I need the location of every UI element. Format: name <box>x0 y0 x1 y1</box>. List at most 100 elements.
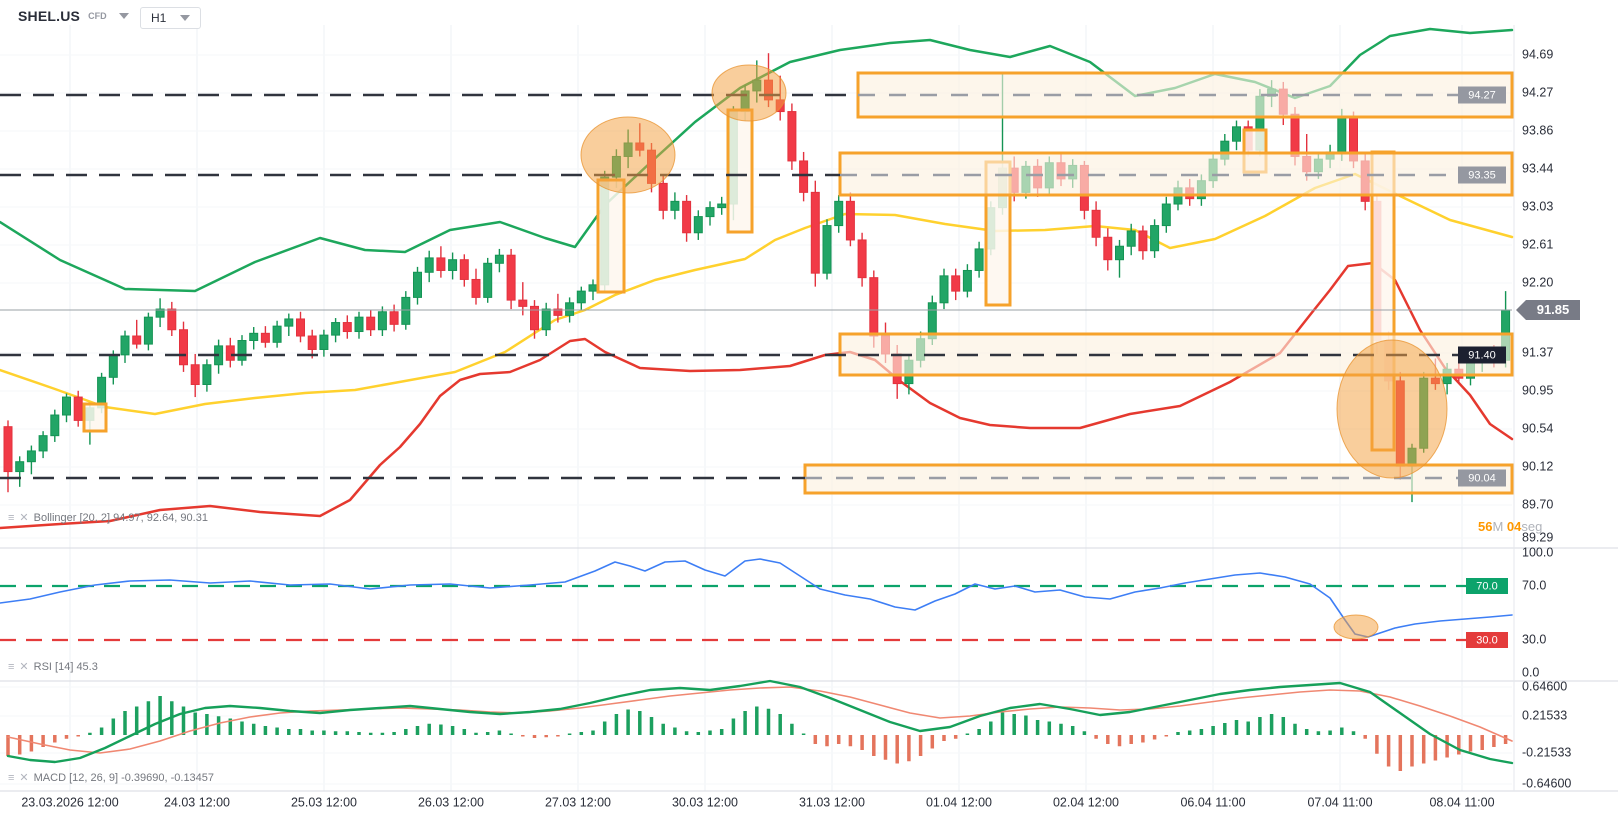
macd-histogram-bar <box>1492 735 1496 747</box>
symbol-selector[interactable]: SHEL.US CFD <box>18 8 129 24</box>
highlight-ellipse <box>580 116 676 194</box>
macd-histogram-bar <box>1269 714 1274 735</box>
annotation-box <box>596 178 626 294</box>
indicator-close-icon[interactable]: ✕ <box>19 661 29 673</box>
macd-histogram-bar <box>1293 723 1297 735</box>
macd-histogram-bar <box>872 735 876 756</box>
candle <box>143 316 153 345</box>
macd-histogram-bar <box>205 714 209 735</box>
candle <box>1161 203 1171 227</box>
axis-label: 93.35 <box>1468 169 1496 181</box>
candle <box>237 340 247 361</box>
candle <box>401 296 411 325</box>
macd-histogram-bar <box>345 731 350 735</box>
macd-histogram-bar <box>1480 735 1484 750</box>
macd-histogram-bar <box>1445 735 1449 758</box>
macd-histogram-bar <box>298 729 303 735</box>
macd-histogram-bar <box>415 726 420 735</box>
macd-histogram-bar <box>1082 731 1087 735</box>
timeframe-dropdown[interactable]: H1 <box>140 7 202 29</box>
bollinger-lower-band <box>0 261 1514 530</box>
macd-histogram-bar <box>977 729 981 735</box>
candle <box>541 308 551 331</box>
axis-label: 93.03 <box>1522 199 1553 213</box>
candle <box>483 262 493 298</box>
macd-histogram-bar <box>848 735 853 747</box>
candle <box>845 200 855 241</box>
macd-histogram-bar <box>544 735 548 738</box>
macd-histogram-bar <box>1281 717 1286 735</box>
macd-histogram-bar <box>907 735 911 762</box>
macd-histogram-bar <box>1035 720 1040 735</box>
candle <box>26 450 36 463</box>
rsi-line <box>0 558 1513 638</box>
macd-signal-line <box>7 686 1513 754</box>
axis-label: 94.69 <box>1522 47 1553 61</box>
candle <box>1337 115 1347 153</box>
macd-histogram-bar <box>1340 727 1344 735</box>
axis-label: 91.40 <box>1468 349 1496 361</box>
candle <box>857 239 867 279</box>
macd-histogram-bar <box>380 732 385 735</box>
candle <box>132 335 142 345</box>
axis-label: 100.0 <box>1522 545 1553 559</box>
macd-histogram-bar <box>895 735 899 764</box>
macd-histogram-bar <box>1316 731 1321 735</box>
macd-histogram-bar <box>64 735 69 739</box>
candle <box>155 308 165 318</box>
candle <box>494 254 504 264</box>
macd-histogram-bar <box>684 731 689 735</box>
macd-histogram-bar <box>942 735 946 741</box>
indicator-close-icon[interactable]: ✕ <box>19 772 29 784</box>
macd-histogram-bar <box>602 721 607 735</box>
axis-label: 07.04 11:00 <box>1307 795 1372 809</box>
macd-histogram-bar <box>567 733 572 735</box>
candle <box>342 322 352 333</box>
axis-label: 93.44 <box>1522 161 1553 175</box>
indicator-close-icon[interactable]: ✕ <box>19 512 29 524</box>
macd-histogram-bar <box>1375 735 1379 754</box>
macd-histogram-bar <box>579 732 584 735</box>
macd-histogram-bar <box>532 735 537 738</box>
macd-histogram-bar <box>860 735 864 750</box>
macd-histogram-bar <box>1398 735 1403 771</box>
axis-label: 06.04 11:00 <box>1180 795 1245 809</box>
macd-histogram-bar <box>1468 735 1473 752</box>
indicator-settings-icon[interactable]: ≡ <box>8 511 15 524</box>
macd-histogram-bar <box>509 733 513 735</box>
candle <box>787 111 797 162</box>
candle <box>1290 113 1300 157</box>
macd-histogram-bar <box>228 718 233 735</box>
macd-indicator-label: ≡ ✕ MACD [12, 26, 9] -0.39690, -0.13457 <box>8 771 214 785</box>
candle <box>436 257 446 271</box>
indicator-settings-icon[interactable]: ≡ <box>8 771 15 784</box>
candle <box>366 316 376 331</box>
candle <box>202 364 212 385</box>
macd-histogram-bar <box>638 711 642 735</box>
candle <box>307 335 317 350</box>
candle <box>319 334 329 350</box>
macd-histogram-bar <box>743 711 747 735</box>
candle <box>693 216 703 234</box>
macd-histogram-bar <box>1386 735 1391 767</box>
macd-histogram-bar <box>790 723 794 735</box>
macd-histogram-bar <box>1246 721 1250 735</box>
macd-histogram-bar <box>1012 714 1016 735</box>
rsi-label-text: RSI [14] 45.3 <box>33 660 98 673</box>
macd-histogram-bar <box>41 735 45 747</box>
macd-histogram-bar <box>661 723 665 735</box>
macd-histogram-bar <box>404 729 408 735</box>
macd-histogram-bar <box>626 709 630 735</box>
price-level-badge <box>1458 166 1506 184</box>
macd-histogram-bar <box>649 717 654 735</box>
candle <box>565 302 575 316</box>
indicator-settings-icon[interactable]: ≡ <box>8 660 15 673</box>
macd-histogram-bar <box>1129 735 1133 744</box>
macd-histogram-bar <box>1047 721 1052 735</box>
macd-histogram-bar <box>766 708 771 735</box>
axis-label: 08.04 11:00 <box>1429 795 1494 809</box>
candle <box>506 254 516 301</box>
countdown-seconds-unit: seg <box>1521 519 1543 534</box>
